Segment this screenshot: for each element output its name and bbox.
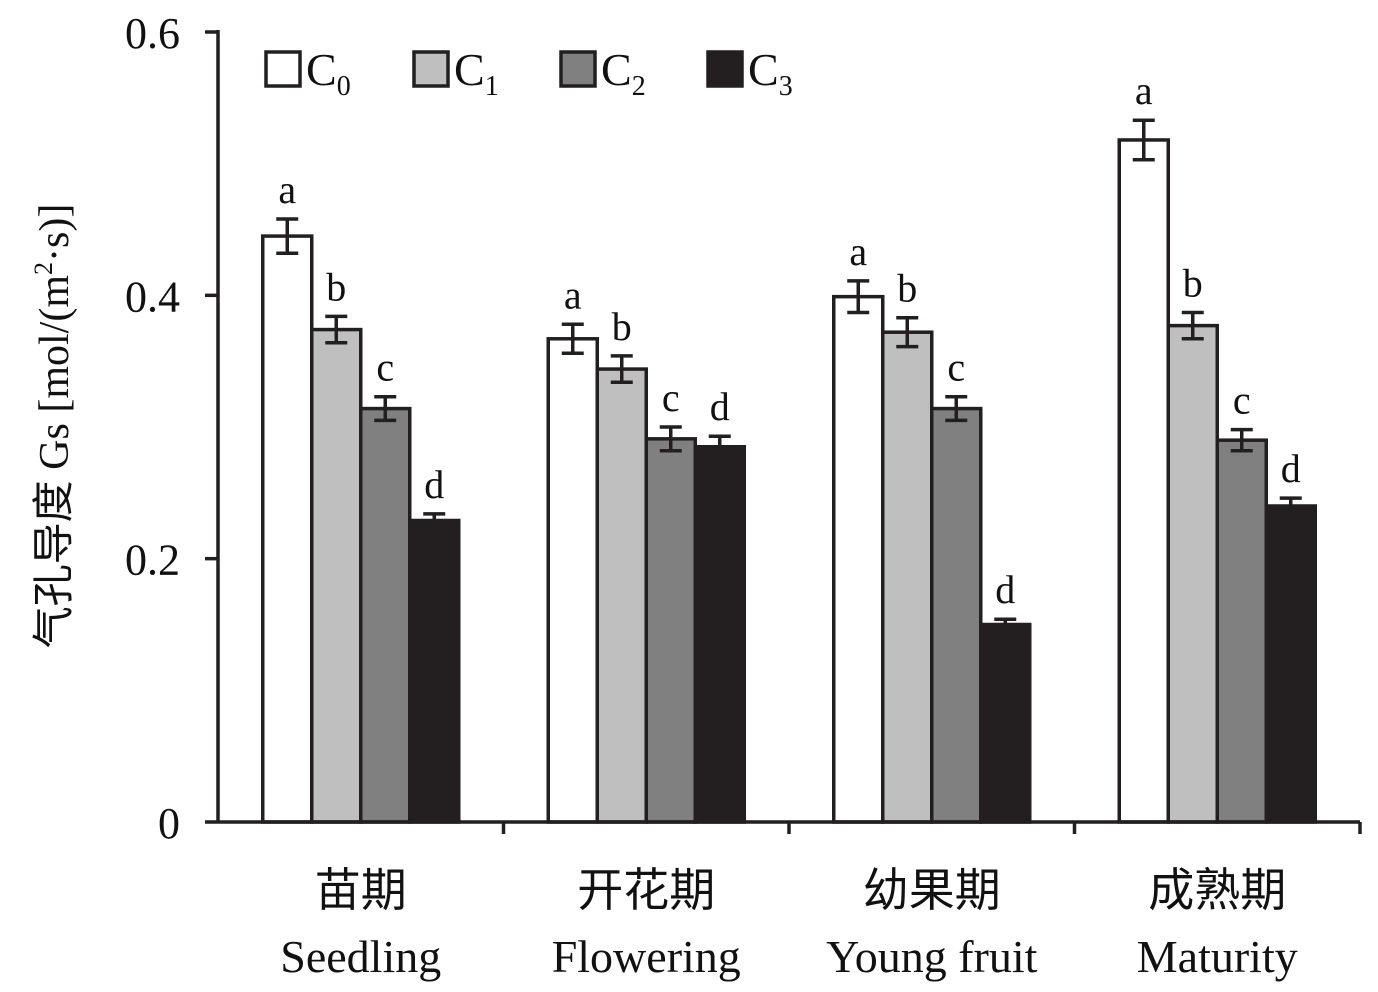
bar-C0-seedling <box>261 234 314 824</box>
bar-C0-flowering <box>546 337 599 824</box>
x-tick-label-cn: 开花期 <box>577 865 715 916</box>
significance-letter: c <box>947 345 965 390</box>
significance-letter: a <box>278 167 296 212</box>
bar-C1-young-fruit <box>881 330 934 824</box>
significance-letter: a <box>849 229 867 274</box>
significance-letter: b <box>1183 260 1203 305</box>
y-axis-title-unit-end: ·s)] <box>32 204 78 262</box>
series-C1: bbb b <box>310 260 1219 824</box>
series-C3: d d d d <box>408 384 1317 824</box>
legend-swatch-C2 <box>559 50 597 88</box>
y-axis-title-var: Gs <box>32 423 78 470</box>
significance-letter: d <box>995 567 1015 612</box>
y-axis-title-unit-sup: 2 <box>29 262 58 275</box>
y-axis-title-cn: 气孔导度 <box>32 480 78 648</box>
significance-letter: c <box>662 375 680 420</box>
bar-C3-maturity <box>1264 504 1317 824</box>
legend-swatch-C0 <box>264 50 302 88</box>
legend-swatch-C3 <box>706 50 744 88</box>
bar-C1-maturity <box>1166 323 1219 824</box>
significance-letter: a <box>564 272 582 317</box>
error-bar <box>610 354 633 384</box>
error-bar <box>325 314 348 345</box>
error-bar <box>1279 496 1302 516</box>
y-tick-label: 0.6 <box>125 9 180 58</box>
legend: C0 C1 C2 C3 <box>264 44 793 102</box>
x-tick-label-cn: 幼果期 <box>863 865 1001 916</box>
error-bar <box>945 394 968 423</box>
error-bar <box>374 394 397 423</box>
error-bar <box>708 434 731 460</box>
error-bar <box>561 322 584 356</box>
significance-letter: b <box>326 264 346 309</box>
error-bar <box>994 617 1017 632</box>
error-bar <box>896 315 919 349</box>
error-bar <box>276 217 299 255</box>
bar-C2-flowering <box>644 437 697 824</box>
x-tick-label-en: Flowering <box>552 931 741 982</box>
bar-C3-seedling <box>408 518 461 824</box>
legend-label-C3: C3 <box>748 44 793 102</box>
y-tick-label: 0 <box>158 799 180 848</box>
x-tick-label-cn: 苗期 <box>315 865 407 916</box>
legend-label-C0: C0 <box>306 44 351 102</box>
legend-swatch-C1 <box>412 50 450 88</box>
x-tick-label-cn: 成熟期 <box>1148 865 1286 916</box>
bar-C2-seedling <box>359 406 412 824</box>
error-bar <box>423 512 446 529</box>
bar-C3-young-fruit <box>979 622 1032 824</box>
significance-letter: c <box>376 345 394 390</box>
legend-label-C1: C1 <box>454 44 499 102</box>
bar-C1-seedling <box>310 327 363 824</box>
x-tick-label-en: Maturity <box>1137 931 1298 982</box>
bar-C2-maturity <box>1215 438 1268 824</box>
error-bar <box>1181 310 1204 341</box>
bar-C1-flowering <box>595 367 648 824</box>
error-bar <box>1132 118 1155 162</box>
bar-C2-young-fruit <box>930 406 983 824</box>
y-axis-title-unit: [mol/(m <box>32 275 78 413</box>
significance-letter: b <box>612 304 632 349</box>
significance-letter: d <box>424 462 444 507</box>
error-bar <box>659 425 682 453</box>
error-bar <box>1230 427 1253 453</box>
legend-label-C2: C2 <box>601 44 646 102</box>
error-bar <box>847 279 870 315</box>
bar-C0-young-fruit <box>832 294 885 824</box>
y-axis-title: 气孔导度 Gs [mol/(m2·s)] <box>29 204 78 649</box>
significance-letter: b <box>897 266 917 311</box>
significance-letter: d <box>1281 446 1301 491</box>
x-tick-label-en: Seedling <box>280 931 441 982</box>
y-tick-label: 0.2 <box>125 536 180 585</box>
significance-letter: c <box>1233 378 1251 423</box>
y-tick-label: 0.4 <box>125 272 180 321</box>
x-tick-label-en: Young fruit <box>826 931 1038 982</box>
bar-C3-flowering <box>693 445 746 824</box>
significance-letter: a <box>1135 68 1153 113</box>
bar-C0-maturity <box>1117 138 1170 824</box>
significance-letter: d <box>710 384 730 429</box>
